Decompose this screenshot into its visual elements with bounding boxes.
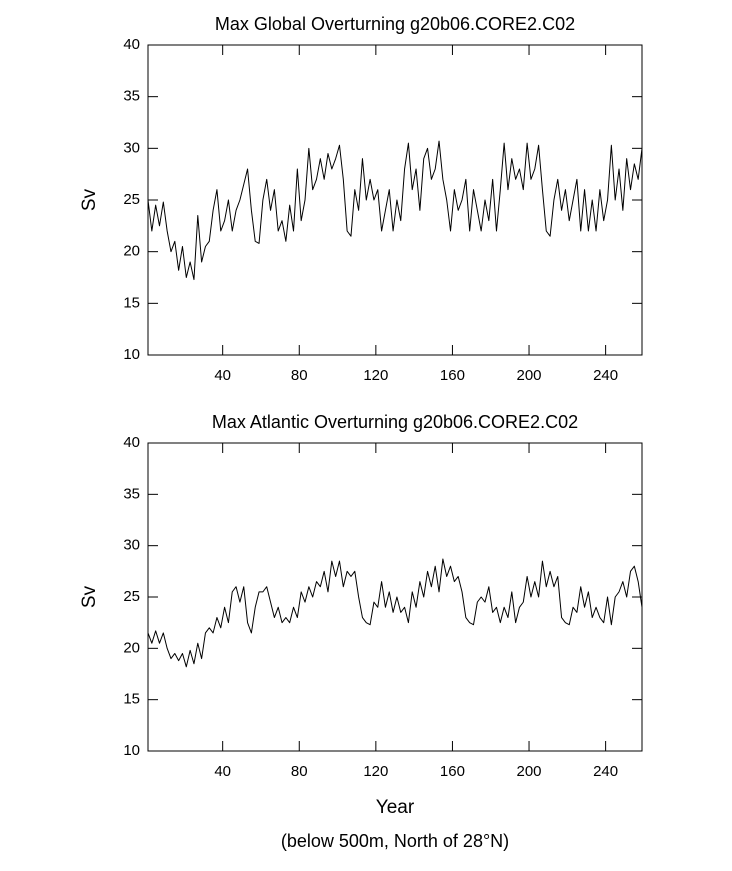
y-tick-label: 20 bbox=[123, 243, 140, 260]
y-tick-label: 25 bbox=[123, 191, 140, 208]
chart-title: Max Atlantic Overturning g20b06.CORE2.C0… bbox=[212, 412, 578, 432]
plot-frame bbox=[147, 44, 643, 356]
x-tick-label: 160 bbox=[440, 367, 465, 384]
y-axis-label: Sv bbox=[79, 188, 100, 211]
x-tick-label: 80 bbox=[291, 367, 308, 384]
x-tick-label: 200 bbox=[517, 367, 542, 384]
x-tick-label: 160 bbox=[440, 763, 465, 780]
x-tick-label: 240 bbox=[593, 763, 618, 780]
x-tick-label: 80 bbox=[291, 763, 308, 780]
data-line bbox=[147, 140, 643, 281]
x-tick-label: 40 bbox=[214, 763, 231, 780]
subtitle: (below 500m, North of 28°N) bbox=[281, 831, 509, 851]
y-axis-label: Sv bbox=[79, 585, 100, 608]
y-tick-label: 10 bbox=[123, 346, 140, 363]
x-tick-label: 40 bbox=[214, 367, 231, 384]
data-line bbox=[147, 558, 643, 668]
x-tick-label: 120 bbox=[363, 763, 388, 780]
y-tick-label: 40 bbox=[123, 36, 140, 53]
chart-title: Max Global Overturning g20b06.CORE2.C02 bbox=[215, 14, 575, 34]
x-tick-label: 240 bbox=[593, 367, 618, 384]
x-axis-label: Year bbox=[376, 797, 415, 818]
y-tick-label: 40 bbox=[123, 434, 140, 451]
y-tick-label: 20 bbox=[123, 639, 140, 656]
plot-frame bbox=[147, 442, 643, 752]
y-tick-label: 25 bbox=[123, 588, 140, 605]
x-tick-label: 200 bbox=[517, 763, 542, 780]
x-tick-label: 120 bbox=[363, 367, 388, 384]
y-tick-label: 35 bbox=[123, 88, 140, 105]
y-tick-label: 30 bbox=[123, 139, 140, 156]
y-tick-label: 15 bbox=[123, 294, 140, 311]
y-tick-label: 15 bbox=[123, 691, 140, 708]
y-tick-label: 10 bbox=[123, 742, 140, 759]
y-tick-label: 35 bbox=[123, 485, 140, 502]
y-tick-label: 30 bbox=[123, 537, 140, 554]
